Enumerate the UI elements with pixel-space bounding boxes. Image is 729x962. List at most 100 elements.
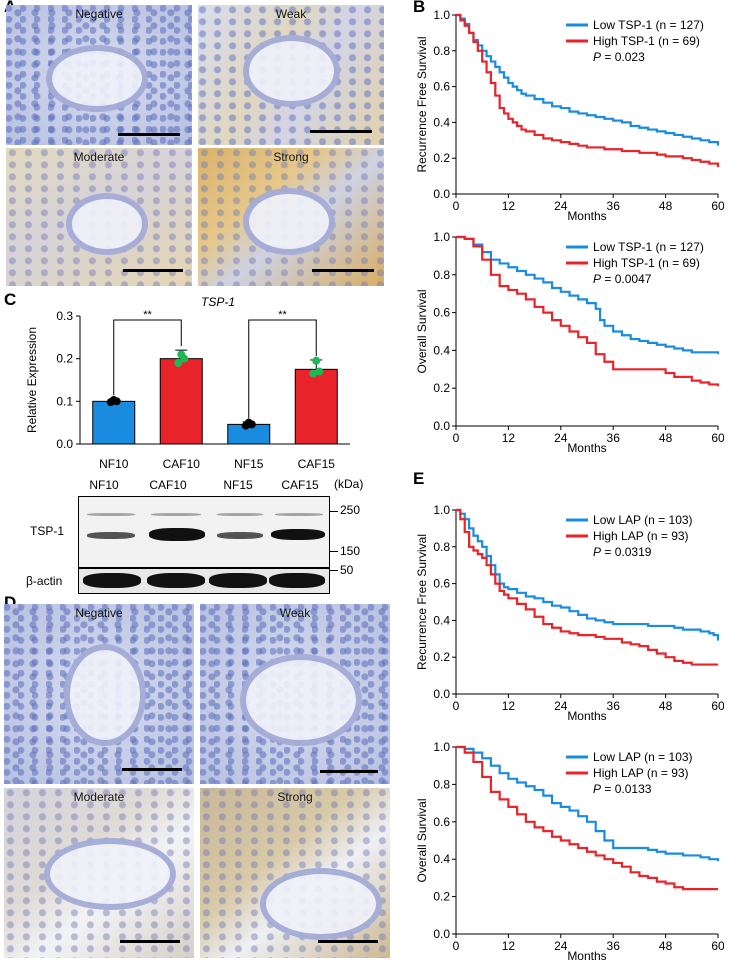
x-tick-label: 24: [554, 199, 568, 213]
y-tick-label: 1.0: [433, 232, 450, 244]
y-tick-label: 0.3: [56, 309, 73, 323]
micrograph-label: Negative: [75, 606, 123, 620]
data-point: [315, 367, 324, 376]
bar: [294, 368, 338, 445]
p-value-label: P = 0.0047: [593, 272, 652, 286]
scale-bar: [120, 940, 180, 943]
km-chart-b-os: 0.0 0.2 0.4 0.6 0.8 1.0 0 12 24 36 48 60 Months Overa…: [415, 232, 724, 452]
band-faint: [217, 513, 263, 516]
y-tick-label: 0.2: [433, 381, 450, 395]
legend-label: Low TSP-1 (n = 127): [593, 240, 704, 254]
scale-bar: [122, 768, 182, 771]
y-tick-label: 0.2: [433, 650, 450, 664]
y-axis-label: Recurrence Free Survival: [415, 36, 429, 172]
y-axis-label: Overall Survival: [415, 798, 429, 882]
kda-label: (kDa): [334, 477, 364, 491]
panel-letter-e: E: [413, 469, 425, 488]
legend-label: High TSP-1 (n = 69): [593, 34, 700, 48]
gland-shape: [243, 35, 340, 107]
p-symbol: P: [593, 782, 601, 796]
micrograph-a-moderate: Moderate: [6, 148, 192, 286]
band-actin: [147, 573, 205, 588]
band-actin: [209, 573, 267, 588]
x-tick-label: 60: [711, 699, 724, 713]
blot-lane-label: CAF15: [281, 478, 319, 492]
micrograph-label: Strong: [273, 150, 309, 164]
gland-shape: [240, 654, 362, 746]
scale-bar: [318, 940, 378, 943]
x-tick-label: 0: [453, 699, 460, 713]
x-tick-label: 24: [554, 939, 568, 953]
significance-bracket: [113, 319, 182, 396]
legend-label: High LAP (n = 93): [593, 529, 689, 543]
significance-bracket: [248, 319, 317, 419]
x-tick-label: 0: [453, 431, 460, 445]
blot-lane-label: NF10: [89, 478, 119, 492]
blot-lane-label: CAF10: [149, 478, 187, 492]
x-tick-label: 48: [659, 431, 673, 445]
p-value-label: P = 0.0319: [593, 545, 652, 559]
marker-150: 150: [340, 544, 361, 558]
data-point: [247, 420, 256, 429]
micrograph-label: Negative: [75, 7, 123, 21]
survival-curve: [456, 745, 718, 891]
y-tick-label: 0.4: [433, 115, 450, 129]
y-tick-label: 0.8: [433, 44, 450, 58]
micrograph-a-weak: Weak: [198, 5, 384, 145]
gland-shape: [44, 838, 176, 910]
survival-curve: [456, 508, 718, 666]
y-tick-label: 1.0: [433, 505, 450, 517]
x-tick-label: 60: [711, 939, 724, 953]
survival-curve: [456, 13, 720, 146]
x-tick-label: NF10: [99, 457, 129, 471]
legend-label: Low TSP-1 (n = 127): [593, 18, 704, 32]
band-tsp1-nf15: [217, 532, 263, 539]
x-tick-label: 36: [607, 939, 621, 953]
gland-shape: [243, 188, 335, 255]
micrograph-d-strong: Strong: [200, 788, 390, 958]
significance-label: **: [143, 309, 152, 321]
micrograph-label: Strong: [277, 790, 313, 804]
band-faint: [151, 513, 201, 516]
micrograph-a-strong: Strong: [198, 148, 384, 286]
x-axis-label: Months: [567, 949, 606, 960]
x-tick-label: CAF15: [298, 457, 336, 471]
band-actin: [269, 573, 325, 588]
micrograph-label: Weak: [279, 606, 311, 620]
legend-label: Low LAP (n = 103): [593, 513, 693, 527]
x-tick-label: CAF10: [163, 457, 201, 471]
micrograph-d-moderate: Moderate: [4, 788, 194, 958]
data-point: [309, 369, 318, 378]
x-axis-label: Months: [567, 209, 606, 220]
tsp1-blot: [78, 496, 330, 568]
y-tick-label: 0.4: [433, 613, 450, 627]
x-tick-label: 48: [659, 199, 673, 213]
x-tick-label: 12: [502, 939, 516, 953]
micrograph-label: Moderate: [73, 150, 125, 164]
km-chart-b-rfs: 0.0 0.2 0.4 0.6 0.8 1.0 0 12 24 36 48 60 Months Recur…: [415, 10, 724, 220]
km-chart-e-rfs: 0.0 0.2 0.4 0.6 0.8 1.0 0 12 24 36 48 60 Months Recur…: [415, 505, 724, 720]
gland-shape: [260, 868, 382, 940]
p-value: = 0.0319: [601, 545, 652, 559]
x-tick-label: 12: [502, 699, 516, 713]
y-axis-label: Recurrence Free Survival: [415, 534, 429, 670]
x-tick-label: 48: [659, 939, 673, 953]
x-tick-label: 48: [659, 699, 673, 713]
scale-bar: [118, 133, 180, 136]
p-value: = 0.0047: [601, 272, 652, 286]
x-tick-label: 12: [502, 431, 516, 445]
gland-shape: [46, 45, 148, 112]
x-tick-label: 24: [554, 699, 568, 713]
survival-curve: [456, 745, 720, 862]
y-tick-label: 0.8: [433, 540, 450, 554]
x-tick-label: 0: [453, 199, 460, 213]
y-tick-label: 0.1: [56, 394, 73, 408]
y-tick-label: 0.2: [56, 352, 73, 366]
band-actin: [83, 573, 141, 588]
p-symbol: P: [593, 50, 601, 64]
bar: [159, 358, 203, 445]
p-value: = 0.023: [601, 50, 645, 64]
x-tick-label: 12: [502, 199, 516, 213]
chart-title: TSP-1: [201, 295, 235, 309]
micrograph-label: Moderate: [73, 790, 125, 804]
